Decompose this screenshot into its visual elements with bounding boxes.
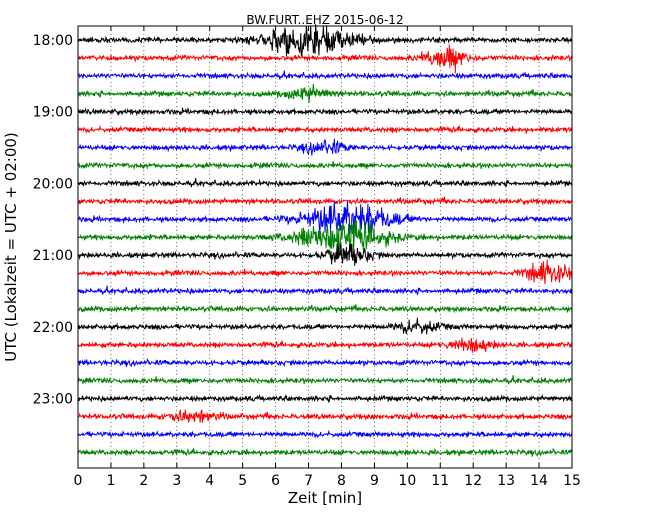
trace-19:30 [77, 138, 573, 156]
trace-20:45 [77, 218, 573, 253]
trace-23:15 [77, 409, 573, 424]
trace-23:00 [77, 393, 573, 404]
y-tick-label-18:00: 18:00 [33, 33, 73, 49]
x-tick-label-6: 6 [271, 473, 280, 489]
x-tick-label-11: 11 [431, 473, 449, 489]
y-tick-label-20:00: 20:00 [33, 176, 73, 192]
trace-20:15 [77, 196, 573, 206]
trace-18:30 [77, 70, 573, 80]
trace-21:30 [77, 285, 573, 296]
trace-23:30 [77, 429, 573, 439]
x-tick-label-4: 4 [205, 473, 214, 489]
x-tick-label-7: 7 [304, 473, 313, 489]
trace-22:30 [77, 357, 573, 368]
y-axis-label: UTC (Lokalzeit = UTC + 02:00) [2, 132, 20, 362]
x-tick-label-0: 0 [74, 473, 83, 489]
trace-group [77, 24, 573, 458]
grid-lines [110, 26, 540, 468]
trace-22:15 [77, 337, 573, 353]
trace-20:00 [77, 177, 573, 189]
x-tick-label-14: 14 [530, 473, 548, 489]
y-tick-label-21:00: 21:00 [33, 248, 73, 264]
trace-19:15 [77, 124, 573, 135]
x-tick-label-12: 12 [464, 473, 482, 489]
y-tick-label-22:00: 22:00 [33, 320, 73, 336]
trace-20:30 [77, 200, 573, 235]
trace-18:45 [77, 84, 573, 103]
x-tick-label-8: 8 [337, 473, 346, 489]
x-tick-label-13: 13 [497, 473, 515, 489]
plot-frame [77, 25, 573, 469]
x-tick-label-5: 5 [238, 473, 247, 489]
trace-19:00 [77, 106, 573, 117]
x-axis-label: Zeit [min] [288, 489, 362, 507]
y-tick-label-23:00: 23:00 [33, 392, 73, 408]
trace-18:00 [77, 24, 573, 57]
y-axis: 18:00 19:00 20:00 21:00 22:00 23:00 [33, 33, 572, 408]
x-tick-label-3: 3 [172, 473, 181, 489]
x-tick-label-9: 9 [370, 473, 379, 489]
trace-18:15 [77, 44, 573, 74]
trace-23:45 [77, 447, 573, 458]
x-tick-label-15: 15 [563, 473, 581, 489]
trace-19:45 [77, 161, 573, 170]
x-tick-label-1: 1 [106, 473, 115, 489]
trace-21:15 [77, 259, 573, 285]
x-tick-label-10: 10 [398, 473, 416, 489]
trace-22:00 [77, 317, 573, 335]
x-axis: 0 1 2 3 4 5 6 7 8 9 10 11 12 13 14 15 [74, 26, 581, 489]
chart-title: BW.FURT..EHZ 2015-06-12 [246, 13, 403, 27]
x-tick-label-2: 2 [139, 473, 148, 489]
y-tick-label-19:00: 19:00 [33, 105, 73, 121]
trace-22:45 [77, 375, 573, 385]
trace-21:00 [77, 243, 573, 266]
trace-21:45 [77, 304, 573, 314]
